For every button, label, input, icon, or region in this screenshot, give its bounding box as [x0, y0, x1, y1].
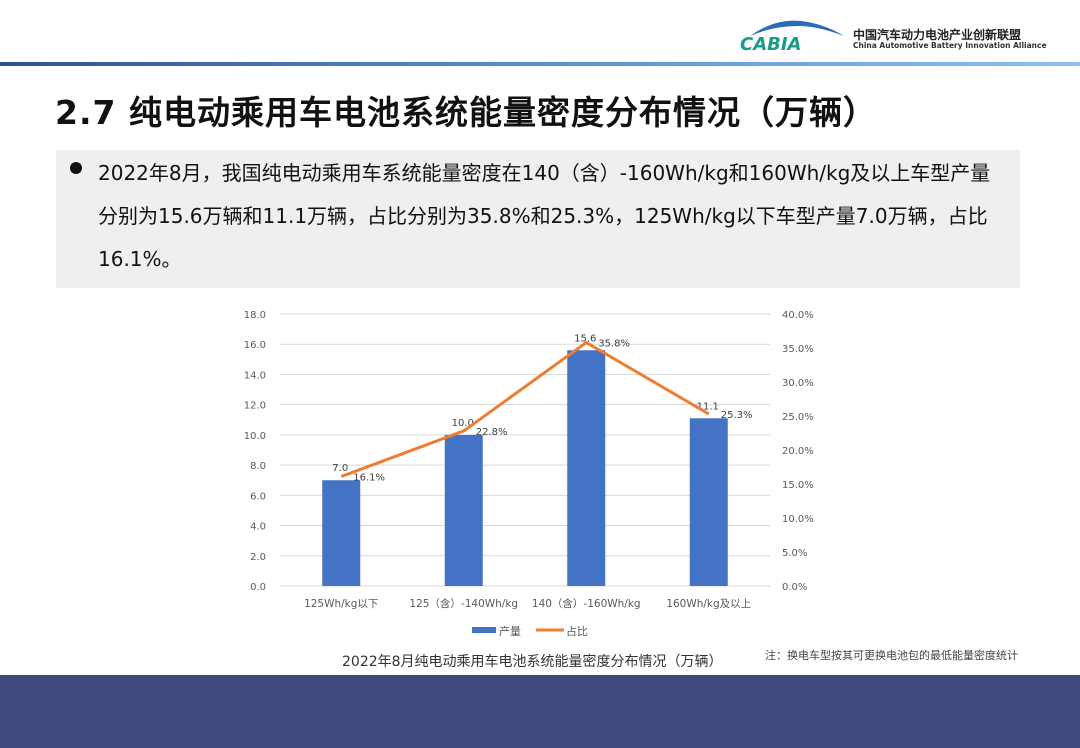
cabia-logo: CABIA	[740, 20, 844, 54]
y2-tick-label: 20.0%	[782, 446, 814, 457]
y-tick-label: 8.0	[250, 461, 266, 472]
line-data-label: 16.1%	[353, 473, 385, 484]
x-tick-label: 160Wh/kg及以上	[666, 598, 751, 610]
y-tick-label: 4.0	[250, 522, 266, 533]
chart-title: 2022年8月纯电动乘用车电池系统能量密度分布情况（万辆）	[342, 654, 723, 670]
line-data-label: 22.8%	[476, 427, 508, 438]
y2-tick-label: 5.0%	[782, 548, 807, 559]
footer-band	[0, 675, 1080, 748]
y-tick-label: 12.0	[244, 401, 266, 412]
summary-text: 2022年8月，我国纯电动乘用车系统能量密度在140（含）-160Wh/kg和1…	[98, 161, 991, 271]
y2-tick-label: 25.0%	[782, 412, 814, 423]
bar-data-label: 15.6	[574, 333, 596, 344]
summary-box: 2022年8月，我国纯电动乘用车系统能量密度在140（含）-160Wh/kg和1…	[56, 150, 1020, 288]
bullet-icon	[70, 162, 82, 174]
y-tick-label: 10.0	[244, 431, 266, 442]
bar	[567, 350, 606, 586]
x-tick-label: 125（含）-140Wh/kg	[409, 597, 518, 610]
y-tick-label: 6.0	[250, 491, 266, 502]
legend-label: 占比	[566, 624, 588, 638]
line-data-label: 25.3%	[721, 410, 753, 421]
bar-data-label: 11.1	[697, 401, 719, 412]
share-line	[340, 340, 710, 478]
x-tick-label: 140（含）-160Wh/kg	[532, 597, 641, 610]
bar	[444, 434, 483, 586]
slide-title: 2.7 纯电动乘用车电池系统能量密度分布情况（万辆）	[55, 93, 877, 132]
y2-tick-label: 15.0%	[782, 480, 814, 491]
legend-label: 产量	[499, 624, 521, 638]
svg-text:CABIA: CABIA	[740, 34, 802, 54]
bar-data-label: 10.0	[452, 418, 474, 429]
org-name-en: China Automotive Battery Innovation Alli…	[853, 41, 1047, 50]
y2-tick-label: 35.0%	[782, 344, 814, 355]
x-tick-label: 125Wh/kg以下	[304, 598, 378, 610]
header-divider	[0, 62, 1080, 66]
y2-tick-label: 0.0%	[782, 582, 807, 593]
bar-data-label: 7.0	[332, 463, 348, 474]
y-tick-label: 2.0	[250, 552, 266, 563]
y-tick-label: 0.0	[250, 582, 266, 593]
legend-swatch-bar	[472, 627, 496, 633]
y2-tick-label: 40.0%	[782, 310, 814, 321]
bar	[322, 480, 361, 586]
line-data-label: 35.8%	[598, 339, 630, 350]
bar	[689, 418, 728, 586]
org-name-cn: 中国汽车动力电池产业创新联盟	[853, 28, 1022, 42]
chart-note: 注：换电车型按其可更换电池包的最低能量密度统计	[765, 649, 1018, 662]
y2-tick-label: 10.0%	[782, 514, 814, 525]
y-tick-label: 18.0	[244, 310, 266, 321]
y-tick-label: 14.0	[244, 370, 266, 381]
y2-tick-label: 30.0%	[782, 378, 814, 389]
y-tick-label: 16.0	[244, 340, 266, 351]
